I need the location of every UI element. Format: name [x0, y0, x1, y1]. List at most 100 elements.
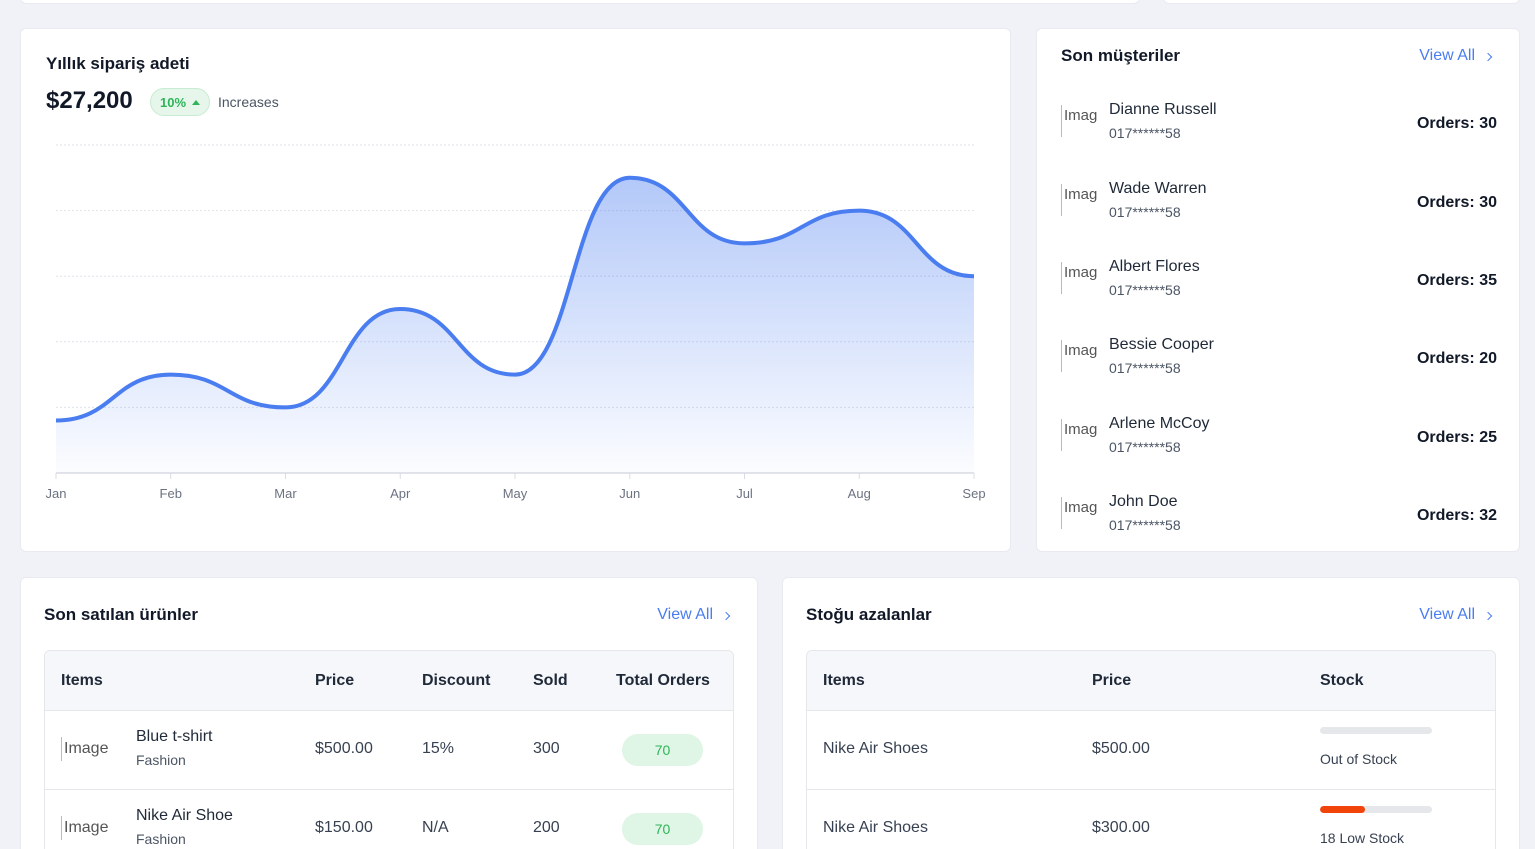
customers-view-all-link[interactable]: View All [1419, 47, 1493, 65]
chart-total-value: $27,200 [46, 87, 133, 114]
customer-avatar: Image [1061, 184, 1097, 216]
customer-phone: 017******58 [1109, 204, 1181, 220]
series-area [56, 177, 974, 473]
customer-orders: Orders: 30 [1416, 194, 1497, 211]
orders-area-chart: Jan Feb Mar Apr May Jun Jul Aug Sep [46, 144, 986, 501]
total-orders-badge: 70 [622, 734, 703, 766]
low-stock-view-all-link[interactable]: View All [1419, 606, 1493, 624]
low-stock-table-header: Items Price Stock [807, 651, 1495, 711]
customer-phone: 017******58 [1109, 282, 1181, 298]
customer-phone: 017******58 [1109, 360, 1181, 376]
product-price: $500.00 [315, 740, 373, 757]
recent-products-card: Son satılan ürünler View All Items Price… [20, 577, 758, 849]
x-tick-label: Feb [160, 486, 182, 501]
low-stock-card: Stoğu azalanlar View All Items Price Sto… [782, 577, 1520, 849]
view-all-label[interactable]: View All [657, 606, 713, 623]
stock-level-bar [1320, 806, 1432, 813]
customer-phone: 017******58 [1109, 517, 1181, 533]
x-tick-label: Jan [46, 486, 67, 501]
customer-row[interactable]: Image Arlene McCoy 017******58 Orders: 2… [1061, 411, 1497, 461]
x-tick-label: Mar [274, 486, 297, 501]
stock-level-bar [1320, 727, 1432, 734]
top-card-right [1163, 0, 1520, 4]
x-tick-label: Jul [736, 486, 753, 501]
product-image: Image [61, 737, 127, 761]
col-stock: Stock [1320, 672, 1364, 689]
top-card-left [20, 0, 1140, 4]
x-tick-label: May [503, 486, 528, 501]
products-title: Son satılan ürünler [44, 605, 198, 624]
col-price: Price [1092, 672, 1132, 689]
growth-badge-value: 10% [160, 94, 187, 110]
total-orders-badge: 70 [622, 813, 703, 845]
stock-level-fill [1320, 806, 1365, 813]
customer-orders: Orders: 30 [1416, 115, 1497, 132]
chevron-right-icon [721, 611, 731, 620]
customer-orders: Orders: 32 [1416, 507, 1497, 524]
customer-name: Dianne Russell [1109, 101, 1217, 118]
product-price: $150.00 [315, 819, 373, 836]
product-image: Image [61, 816, 127, 840]
stock-status-label: Out of Stock [1320, 751, 1398, 767]
series-line [55, 175, 975, 423]
customer-row[interactable]: Image Dianne Russell 017******58 Orders:… [1061, 97, 1497, 147]
stock-status-label: 18 Low Stock [1320, 830, 1405, 846]
customer-name: Wade Warren [1109, 180, 1207, 197]
product-name: Nike Air Shoe [136, 807, 233, 824]
product-discount: 15% [422, 740, 455, 757]
product-category: Fashion [136, 752, 186, 768]
col-price: Price [315, 672, 355, 689]
customer-avatar: Image [1061, 419, 1097, 451]
growth-note: Increases [218, 94, 279, 110]
customer-phone: 017******58 [1109, 439, 1181, 455]
table-row[interactable]: Nike Air Shoes $300.00 18 Low Stock [807, 790, 1495, 849]
customer-avatar: Image [1061, 497, 1097, 529]
recent-customers-card: Son müşteriler View All Image Dianne Rus… [1036, 28, 1520, 552]
arrow-up-icon [192, 99, 201, 105]
customer-orders: Orders: 25 [1416, 429, 1497, 446]
stock-item-name: Nike Air Shoes [823, 740, 928, 757]
table-row[interactable]: Nike Air Shoes $500.00 Out of Stock [807, 711, 1495, 790]
chevron-right-icon [1483, 52, 1493, 61]
col-total-orders: Total Orders [616, 672, 710, 689]
col-discount: Discount [422, 672, 491, 689]
x-tick-label: Apr [390, 486, 411, 501]
customer-name: John Doe [1109, 493, 1178, 510]
low-stock-title: Stoğu azalanlar [806, 605, 932, 624]
customer-name: Arlene McCoy [1109, 415, 1210, 432]
orders-chart-card: Yıllık sipariş adeti $27,200 10% Increas… [20, 28, 1011, 552]
x-tick-label: Jun [619, 486, 640, 501]
customer-row[interactable]: Image Wade Warren 017******58 Orders: 30 [1061, 176, 1497, 226]
product-sold: 200 [533, 819, 560, 836]
customer-avatar: Image [1061, 340, 1097, 372]
growth-badge: 10% [150, 88, 211, 116]
product-sold: 300 [533, 740, 560, 757]
view-all-label[interactable]: View All [1419, 47, 1475, 64]
table-row[interactable]: Image Blue t-shirt Fashion $500.00 15% 3… [45, 711, 733, 790]
x-axis: Jan Feb Mar Apr May Jun Jul Aug Sep [46, 473, 986, 501]
chevron-right-icon [1483, 611, 1493, 620]
x-tick-label: Aug [848, 486, 871, 501]
product-category: Fashion [136, 831, 186, 847]
customer-row[interactable]: Image John Doe 017******58 Orders: 32 [1061, 489, 1497, 539]
table-row[interactable]: Image Nike Air Shoe Fashion $150.00 N/A … [45, 790, 733, 849]
stock-item-price: $300.00 [1092, 819, 1150, 836]
customer-row[interactable]: Image Albert Flores 017******58 Orders: … [1061, 254, 1497, 304]
col-items: Items [823, 672, 865, 689]
customer-name: Bessie Cooper [1109, 336, 1214, 353]
product-discount: N/A [422, 819, 449, 836]
customer-row[interactable]: Image Bessie Cooper 017******58 Orders: … [1061, 332, 1497, 382]
products-table-header: Items Price Discount Sold Total Orders [45, 651, 733, 711]
col-sold: Sold [533, 672, 568, 689]
stock-item-name: Nike Air Shoes [823, 819, 928, 836]
products-table: Items Price Discount Sold Total Orders I… [44, 650, 734, 849]
products-view-all-link[interactable]: View All [657, 606, 731, 624]
x-tick-label: Sep [962, 486, 985, 501]
customer-avatar: Image [1061, 105, 1097, 137]
view-all-label[interactable]: View All [1419, 606, 1475, 623]
chart-title: Yıllık sipariş adeti [46, 54, 190, 73]
col-items: Items [61, 672, 103, 689]
customer-avatar: Image [1061, 262, 1097, 294]
customer-name: Albert Flores [1109, 258, 1200, 275]
customer-orders: Orders: 20 [1416, 350, 1497, 367]
